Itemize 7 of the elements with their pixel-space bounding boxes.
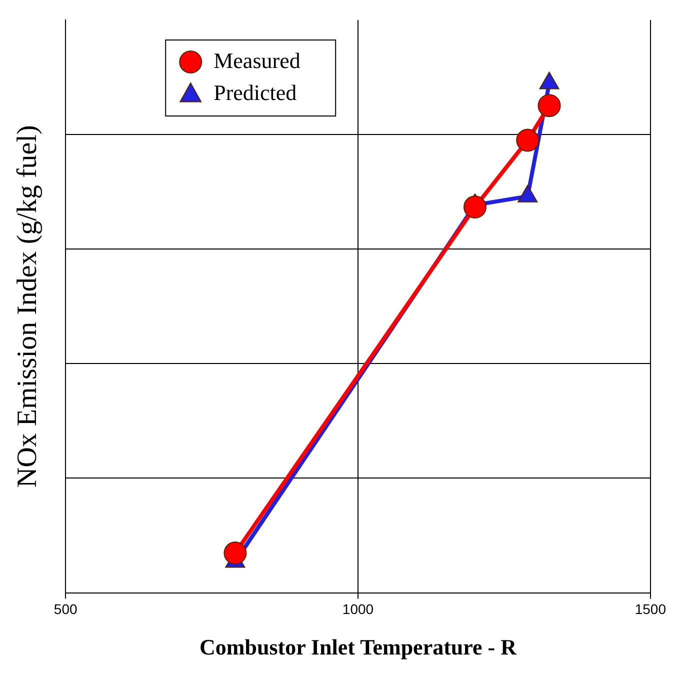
x-tick-label: 1000 bbox=[342, 601, 374, 618]
legend-label: Predicted bbox=[214, 80, 297, 105]
x-tick-label: 1500 bbox=[634, 601, 666, 618]
y-axis-title: NOx Emission Index (g/kg fuel) bbox=[12, 125, 44, 488]
legend-label: Measured bbox=[214, 48, 300, 73]
x-tick-label: 500 bbox=[54, 601, 78, 618]
x-axis-title: Combustor Inlet Temperature - R bbox=[200, 634, 518, 660]
